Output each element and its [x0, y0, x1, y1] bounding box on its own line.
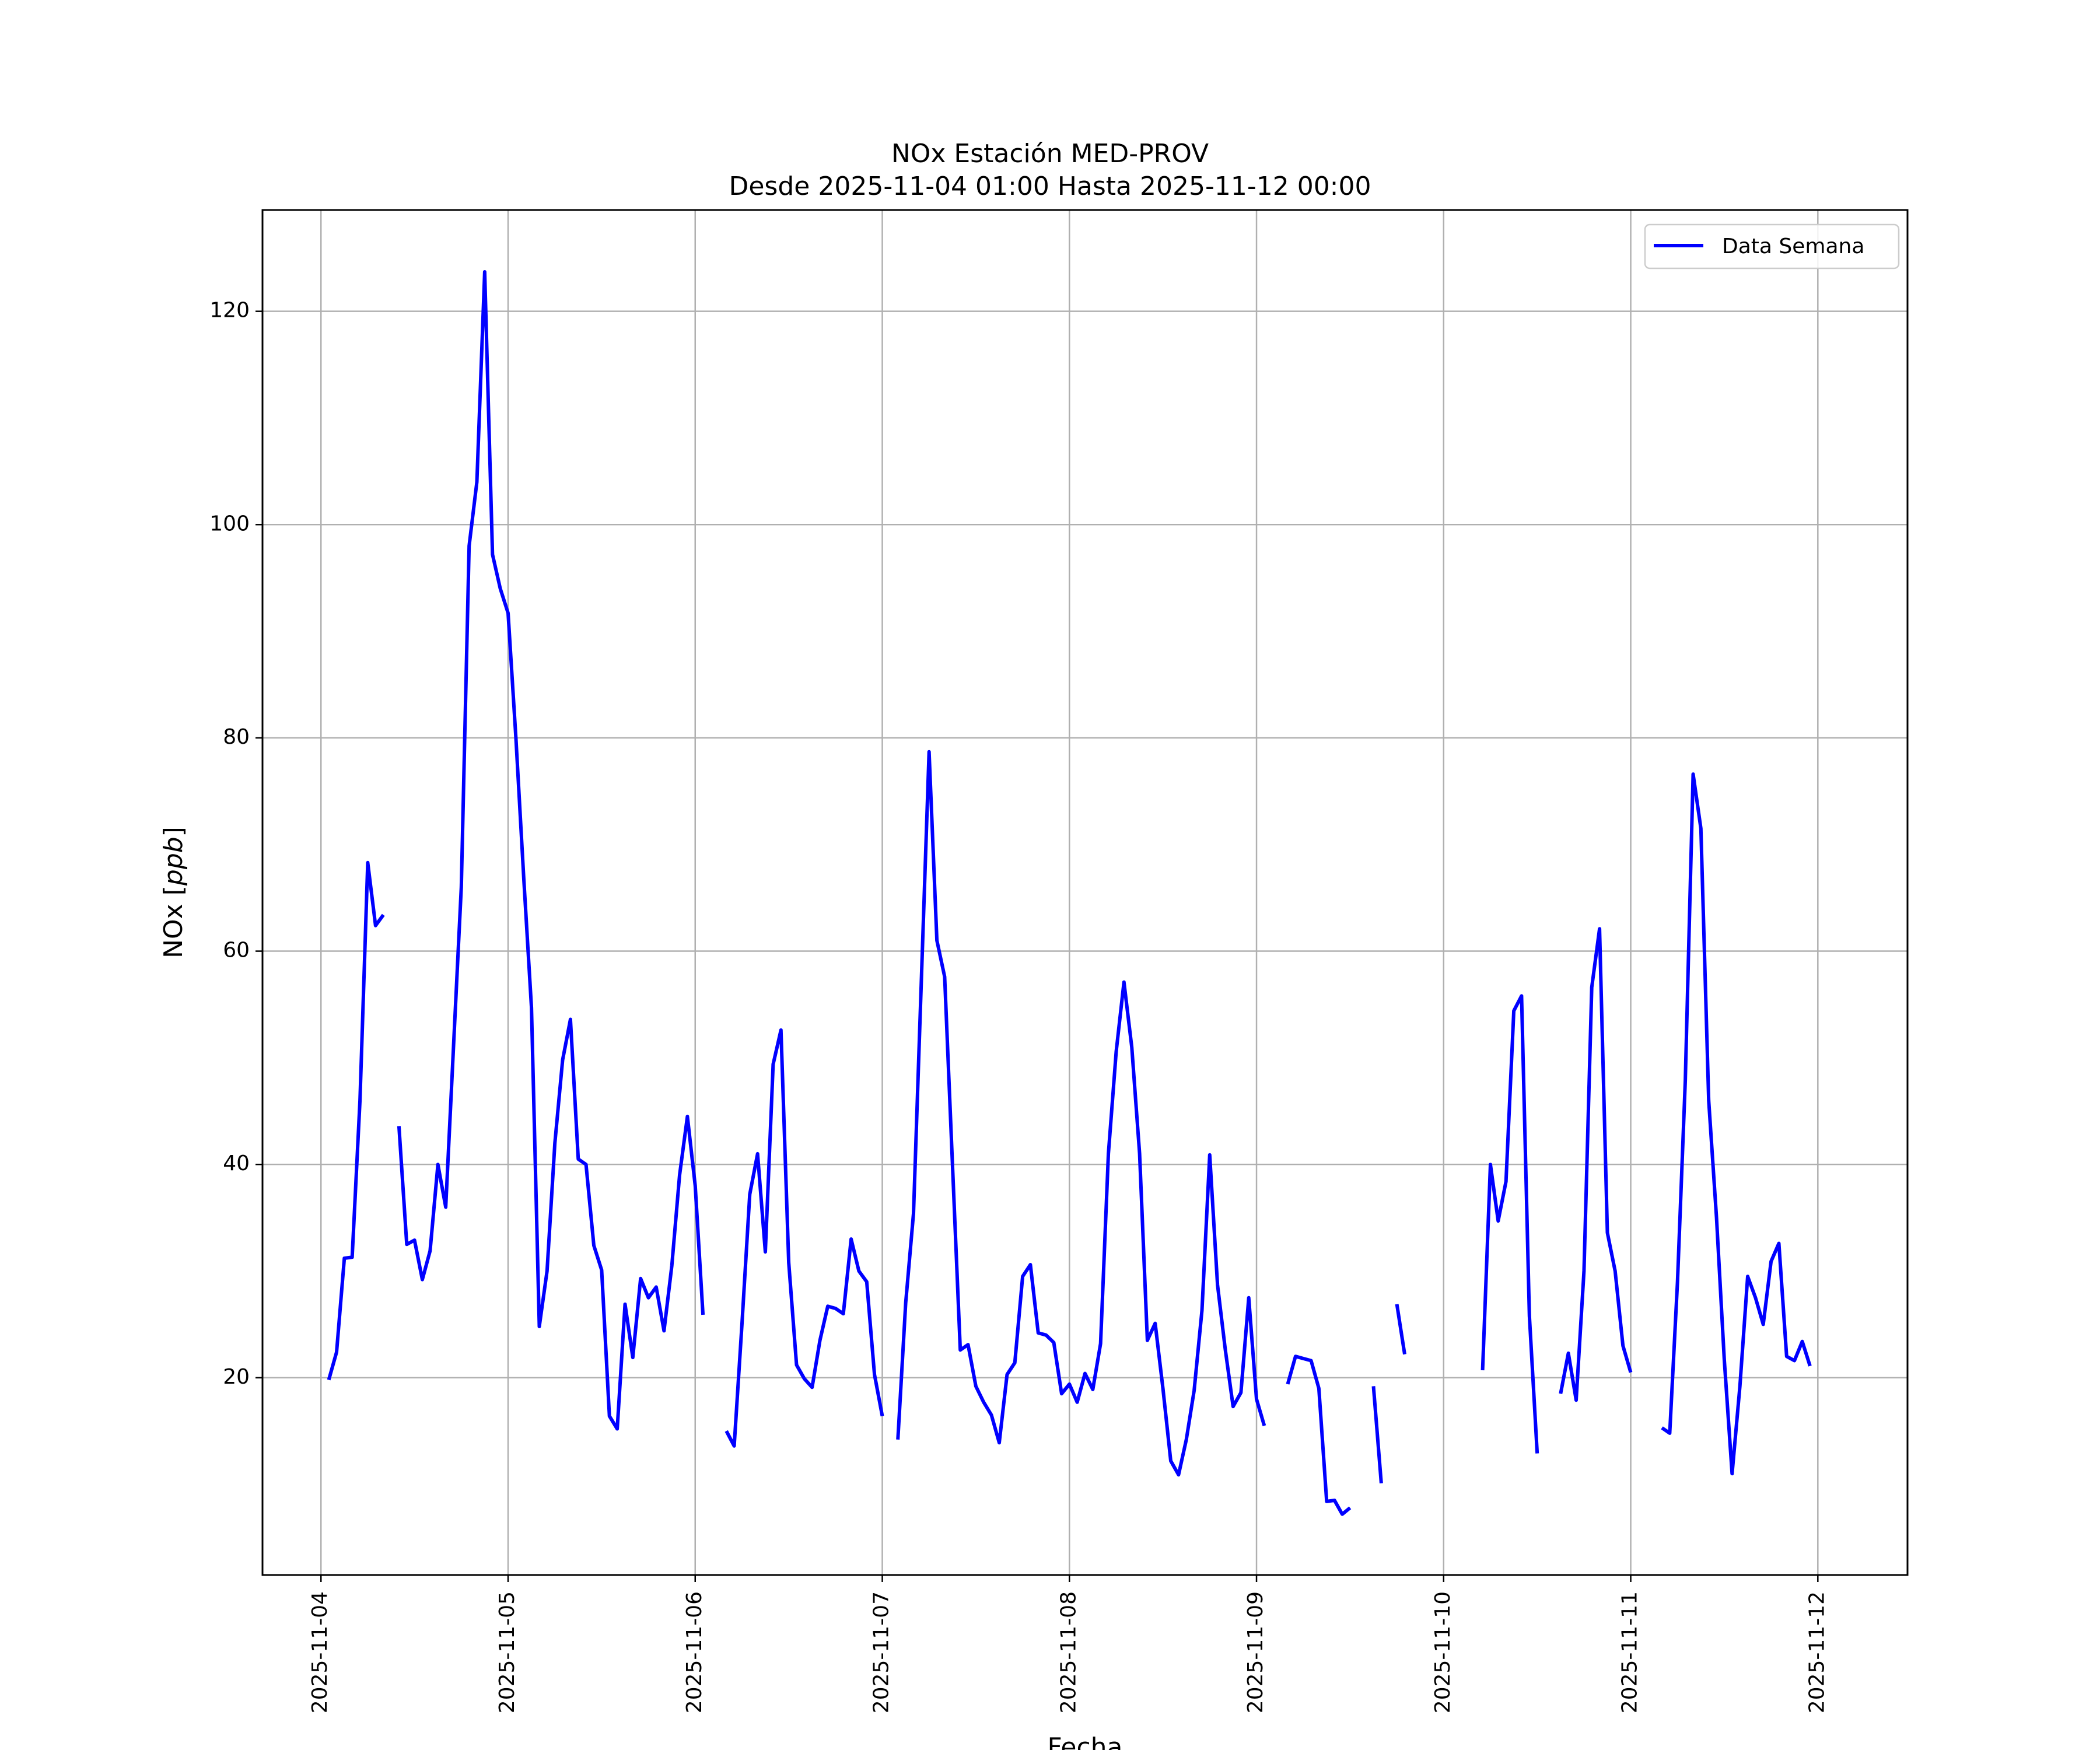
series-line-segment [397, 270, 705, 1431]
x-tick-label: 2025-11-05 [495, 1591, 519, 1713]
y-tick-label: 60 [223, 939, 250, 963]
series-line-segment [1286, 1354, 1352, 1516]
series-line-segment [327, 860, 385, 1381]
x-axis: 2025-11-04 2025-11-05 2025-11-06 2025-11-07… [308, 1575, 1829, 1713]
chart-subtitle: Desde 2025-11-04 01:00 Hasta 2025-11-12 … [729, 172, 1371, 201]
x-tick-label: 2025-11-07 [870, 1591, 894, 1713]
series-line-segment [1480, 994, 1539, 1454]
x-tick-label: 2025-11-11 [1618, 1591, 1642, 1713]
legend-label: Data Semana [1722, 235, 1864, 258]
series-line-segment [1371, 1386, 1383, 1484]
series-line-segment [1395, 1304, 1406, 1355]
legend: Data Semana [1644, 223, 1900, 270]
y-axis: 20 40 60 80 100 120 [209, 299, 262, 1389]
chart-title: NOx Estación MED-PROV [891, 139, 1209, 169]
y-tick-label: 40 [223, 1152, 250, 1175]
series-line-segment [1661, 772, 1812, 1476]
series-line-segment [1559, 927, 1633, 1402]
series-line-segment [724, 1028, 884, 1448]
y-tick-label: 20 [223, 1365, 250, 1389]
plot-area [261, 209, 1909, 1576]
x-axis-label: Fecha [1047, 1732, 1122, 1750]
x-tick-label: 2025-11-12 [1805, 1591, 1829, 1713]
x-tick-label: 2025-11-04 [308, 1591, 332, 1713]
x-tick-label: 2025-11-09 [1244, 1591, 1268, 1713]
y-tick-label: 80 [223, 725, 250, 749]
x-tick-label: 2025-11-06 [682, 1591, 706, 1713]
x-tick-label: 2025-11-10 [1431, 1591, 1455, 1713]
y-tick-label: 120 [209, 299, 250, 323]
x-tick-label: 2025-11-08 [1056, 1591, 1080, 1713]
y-axis-label-unit: ppb [159, 836, 188, 886]
y-axis-label-main: NOx [ [159, 886, 188, 958]
legend-box [1644, 223, 1900, 270]
y-axis-label-close: ] [159, 827, 188, 836]
series-line-segment [896, 750, 1266, 1477]
y-axis-label: NOx [ppb] [159, 827, 188, 958]
series-layer [327, 270, 1812, 1516]
y-tick-label: 100 [209, 512, 250, 536]
